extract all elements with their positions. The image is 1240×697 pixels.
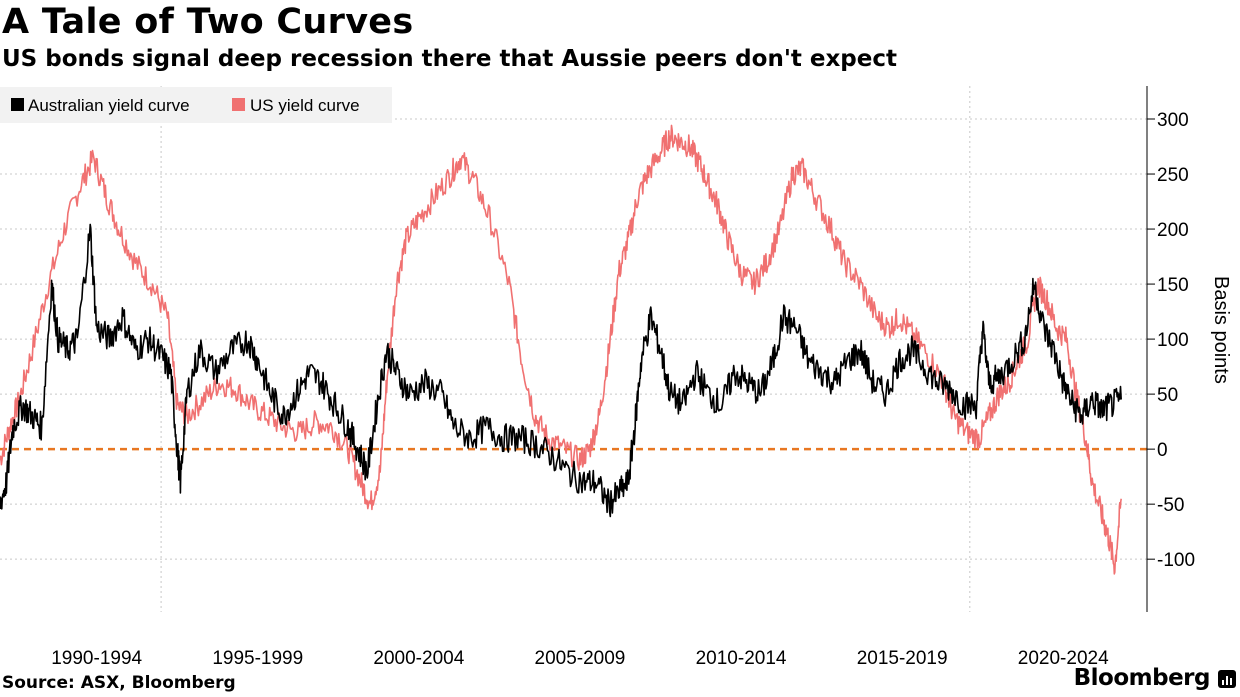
- y-axis-ticks: 300 250 200 150 100 50 0 -50 -100: [1147, 110, 1195, 571]
- legend-swatch-us: [232, 98, 245, 111]
- y-tick-label-0: 300: [1157, 110, 1189, 131]
- bloomberg-logo: Bloomberg: [1073, 665, 1211, 691]
- x-tick-label-1: 1995-1999: [212, 648, 303, 669]
- bloomberg-terminal-icon: [1218, 670, 1236, 688]
- chart-subtitle: US bonds signal deep recession there tha…: [2, 46, 897, 72]
- x-tick-label-0: 1990-1994: [51, 648, 142, 669]
- series-lines: [0, 124, 1122, 575]
- legend-swatch-australia: [11, 98, 24, 111]
- grid-lines: [0, 118, 1147, 560]
- x-tick-label-6: 2020-2024: [1018, 648, 1109, 669]
- y-tick-label-7: -50: [1157, 495, 1184, 516]
- x-axis-ticks: 1990-1994 1995-1999 2000-2004 2005-2009 2010…: [51, 648, 1109, 669]
- x-tick-label-4: 2010-2014: [696, 648, 787, 669]
- x-tick-label-2: 2000-2004: [373, 648, 464, 669]
- legend: Australian yield curve US yield curve: [0, 87, 392, 123]
- x-tick-label-5: 2015-2019: [857, 648, 948, 669]
- y-tick-label-5: 50: [1157, 385, 1178, 406]
- legend-label-us: US yield curve: [250, 96, 360, 115]
- chart-title: A Tale of Two Curves: [2, 2, 414, 42]
- australian-yield-curve-line: [0, 223, 1122, 518]
- x-tick-label-3: 2005-2009: [535, 648, 626, 669]
- y-tick-label-3: 150: [1157, 275, 1189, 296]
- y-tick-label-6: 0: [1157, 440, 1168, 461]
- y-tick-label-8: -100: [1157, 550, 1195, 571]
- y-axis-label: Basis points: [1210, 276, 1232, 384]
- period-separators: [160, 86, 971, 612]
- legend-background: [0, 87, 392, 123]
- source-note: Source: ASX, Bloomberg: [2, 673, 236, 693]
- y-tick-label-1: 250: [1157, 165, 1189, 186]
- y-tick-label-4: 100: [1157, 330, 1189, 351]
- y-tick-label-2: 200: [1157, 220, 1189, 241]
- legend-label-australia: Australian yield curve: [28, 96, 190, 115]
- us-yield-curve-line: [0, 124, 1122, 575]
